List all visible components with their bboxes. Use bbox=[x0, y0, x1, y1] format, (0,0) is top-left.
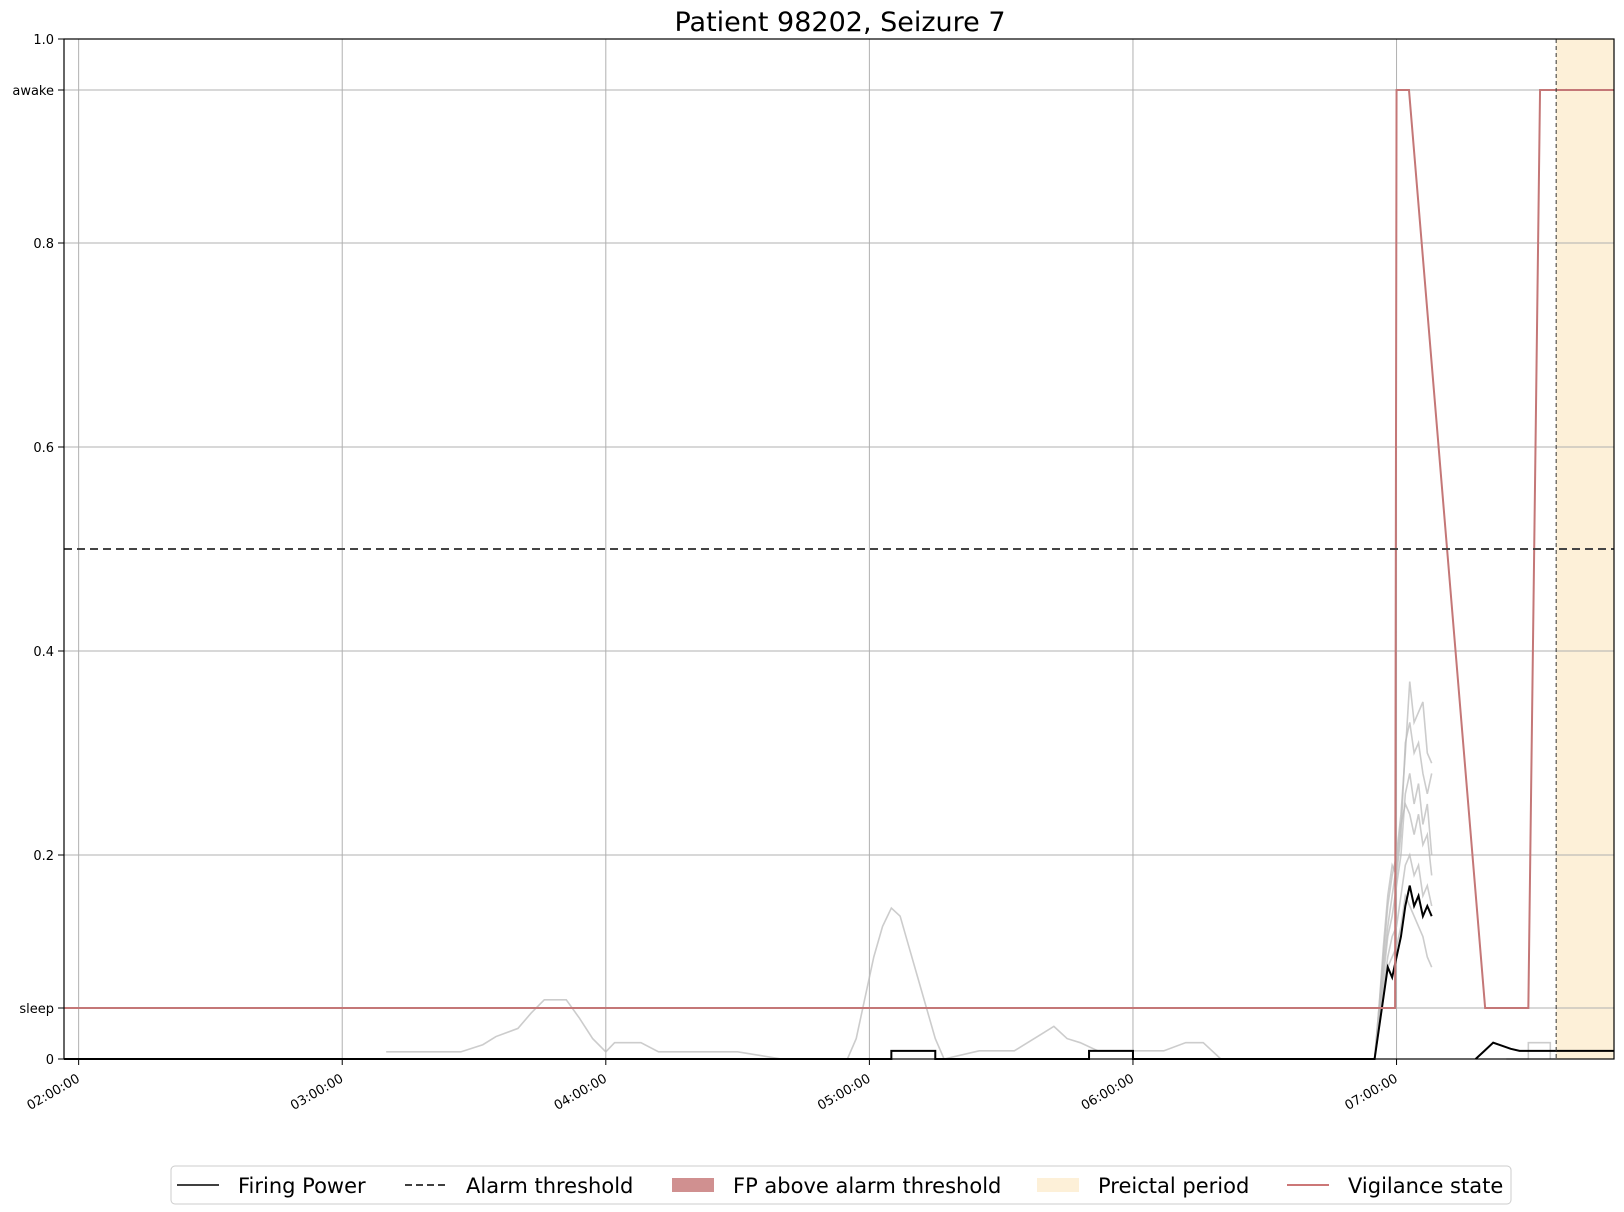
x-tick-label: 02:00:00 bbox=[25, 1071, 83, 1113]
y-axis-ticks: 0 sleep 0.2 0.4 0.6 0.8 awake 1.0 bbox=[12, 33, 64, 1068]
legend-label: Alarm threshold bbox=[466, 1174, 633, 1198]
firing-power-run-line bbox=[1373, 722, 1433, 1060]
firing-power-run-line bbox=[1373, 852, 1433, 1060]
legend: Firing Power Alarm threshold FP above alar… bbox=[170, 1165, 1512, 1205]
y-tick-label: sleep bbox=[19, 1002, 54, 1017]
y-tick-label: 0.8 bbox=[33, 237, 54, 252]
firing-power-line bbox=[64, 885, 1614, 1060]
x-tick-label: 07:00:00 bbox=[1342, 1071, 1400, 1113]
legend-swatch bbox=[672, 1178, 714, 1192]
firing-power-layer bbox=[64, 885, 1614, 1060]
firing-power-run-line bbox=[1373, 801, 1433, 1060]
x-tick-label: 05:00:00 bbox=[815, 1071, 873, 1113]
y-tick-label: 0.4 bbox=[33, 645, 54, 660]
x-axis-ticks: 02:00:00 03:00:00 04:00:00 05:00:00 06:00:00… bbox=[25, 1059, 1401, 1114]
y-tick-label: 1.0 bbox=[33, 33, 54, 48]
y-tick-label: 0 bbox=[46, 1053, 54, 1068]
firing-power-run-line bbox=[1373, 773, 1433, 1060]
alarm-threshold-layer bbox=[64, 39, 1614, 1059]
y-tick-label: awake bbox=[12, 84, 54, 99]
legend-label: Vigilance state bbox=[1348, 1174, 1503, 1198]
axes-border bbox=[63, 38, 1615, 1060]
axes-frame bbox=[63, 38, 1615, 1060]
firing-power-run-line bbox=[386, 906, 1222, 1060]
legend-swatch bbox=[1037, 1178, 1079, 1192]
legend-label: Preictal period bbox=[1098, 1174, 1249, 1198]
x-tick-label: 04:00:00 bbox=[552, 1071, 610, 1113]
y-tick-label: 0.6 bbox=[33, 441, 54, 456]
legend-frame bbox=[170, 1165, 1512, 1205]
x-tick-label: 06:00:00 bbox=[1079, 1071, 1137, 1113]
legend-label: FP above alarm threshold bbox=[733, 1174, 1001, 1198]
legend-label: Firing Power bbox=[238, 1174, 366, 1198]
y-tick-label: 0.2 bbox=[33, 849, 54, 864]
x-tick-label: 03:00:00 bbox=[288, 1071, 346, 1113]
chart-title: Patient 98202, Seizure 7 bbox=[674, 7, 1005, 38]
